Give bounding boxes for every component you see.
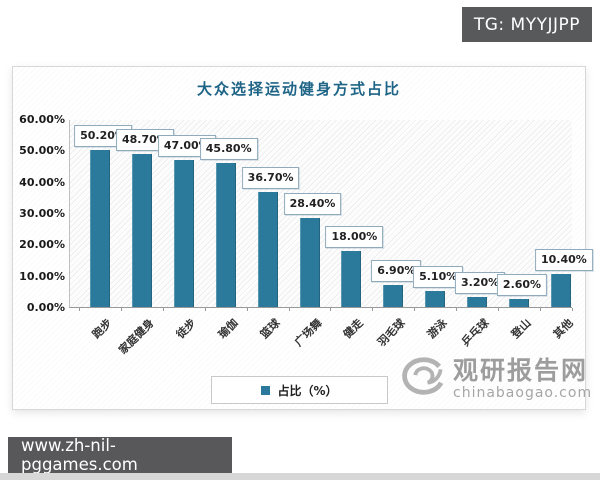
x-axis-tick [330, 308, 332, 311]
x-axis-tick [288, 308, 290, 311]
source-url-bar: www.zh-nil-pggames.com [8, 436, 232, 474]
x-axis-tick [498, 308, 499, 311]
x-axis-tick [204, 308, 206, 311]
bar-value-label: 10.40% [534, 249, 593, 271]
bar-value-label: 2.60% [496, 274, 548, 296]
x-axis-category-label: 登山 [508, 316, 534, 342]
watermark-site-name: 观研报告网 [453, 356, 589, 386]
watermark-site-domain: chinabaogao.com [453, 384, 593, 401]
bar-value-label: 18.00% [325, 226, 384, 248]
y-axis-tick-label: 30.00% [19, 207, 65, 220]
chart-card: 大众选择运动健身方式占比 50.20% 48.70% 47.00% 45.80% 36.… [12, 66, 593, 410]
bar-徒步 [173, 160, 194, 307]
x-axis-category-label: 家庭健身 [116, 316, 157, 357]
x-axis-category-label: 羽毛球 [375, 316, 408, 349]
bottom-edge-strip [0, 473, 600, 480]
x-axis-tick [162, 308, 164, 311]
bar-篮球 [257, 192, 278, 307]
x-axis-category-label: 跑步 [89, 316, 115, 342]
y-axis-tick-label: 40.00% [19, 175, 65, 189]
bar-游泳 [425, 291, 446, 307]
bar-value-label: 5.10% [413, 266, 464, 288]
x-axis-tick [539, 308, 541, 311]
bar-跑步 [90, 150, 110, 307]
bar-value-label: 36.70% [241, 167, 300, 189]
x-axis-category-label: 徒步 [173, 316, 199, 342]
source-url-text: www.zh-nil-pggames.com [21, 436, 138, 474]
x-axis-tick [246, 308, 248, 311]
x-axis-category-label: 篮球 [257, 316, 283, 342]
x-axis-category-label: 健走 [341, 316, 366, 342]
x-axis-category-label: 广场舞 [291, 316, 325, 349]
bar-chart-plot: 50.20% 48.70% 47.00% 45.80% 36.70% 28.40% 18.0… [69, 120, 593, 357]
legend-swatch-icon [261, 385, 271, 395]
x-axis-tick [572, 308, 573, 311]
bar-value-label: 45.80% [199, 138, 258, 160]
chart-title: 大众选择运动健身方式占比 [196, 80, 401, 98]
x-axis-tick [120, 308, 122, 311]
y-axis-tick-label: 20.00% [19, 238, 65, 252]
telegram-contact-text: TG: MYYJJPP [473, 14, 580, 35]
bar-健走 [341, 251, 362, 307]
x-axis-category-label: 乒乓球 [459, 316, 492, 349]
bar-登山 [509, 299, 529, 307]
bar-家庭健身 [131, 154, 152, 307]
watermark-text: 观研报告网 chinabaogao.com [453, 357, 592, 401]
bar-广场舞 [299, 218, 320, 307]
bar-羽毛球 [383, 285, 404, 307]
telegram-contact-badge: TG: MYYJJPP [461, 7, 592, 42]
watermark-logo: 观研报告网 chinabaogao.com [397, 355, 592, 403]
x-axis-category-label: 瑜伽 [215, 316, 241, 342]
chart-legend: 占比（%） [211, 376, 388, 404]
bar-value-label: 3.20% [455, 272, 506, 294]
swirl-logo-icon [397, 355, 447, 403]
bar-乒乓球 [467, 297, 488, 307]
bar-value-label: 28.40% [283, 193, 342, 215]
bar-瑜伽 [215, 163, 236, 307]
x-axis-tick [414, 308, 416, 311]
x-axis-tick [79, 308, 80, 311]
y-axis-tick-label: 50.00% [19, 144, 65, 158]
bar-value-label: 6.90% [371, 260, 422, 282]
y-axis-tick-label: 10.00% [19, 269, 65, 283]
y-axis-tick-label: 0.00% [26, 301, 65, 314]
x-axis-category-label: 游泳 [425, 316, 450, 342]
x-axis-tick [456, 308, 458, 311]
bar-其他 [550, 274, 571, 307]
x-axis-tick [372, 308, 374, 311]
legend-label: 占比（%） [277, 383, 338, 398]
x-axis-category-label: 其他 [550, 316, 576, 342]
y-axis-tick-label: 60.00% [19, 113, 65, 126]
